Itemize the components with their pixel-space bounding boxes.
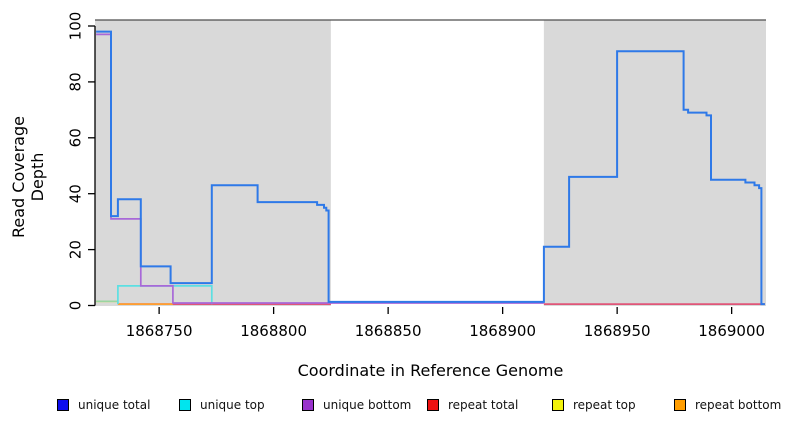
legend-item-repeat-bottom: repeat bottom bbox=[674, 396, 781, 414]
legend-swatch-icon bbox=[427, 399, 439, 411]
y-axis-title: Read Coverage Depth bbox=[9, 116, 47, 238]
y-tick-label: 100 bbox=[67, 12, 85, 41]
y-tick-label: 80 bbox=[67, 72, 85, 91]
legend-label: unique top bbox=[200, 398, 265, 412]
x-tick-label: 1868750 bbox=[126, 322, 193, 340]
legend-item-repeat-total: repeat total bbox=[427, 396, 518, 414]
x-tick-label: 1868950 bbox=[584, 322, 651, 340]
legend-item-unique-bottom: unique bottom bbox=[302, 396, 411, 414]
legend-label: unique bottom bbox=[323, 398, 412, 412]
legend-item-repeat-top: repeat top bbox=[552, 396, 636, 414]
legend-item-unique-top: unique top bbox=[179, 396, 265, 414]
legend-swatch-icon bbox=[302, 399, 314, 411]
x-axis-title: Coordinate in Reference Genome bbox=[297, 361, 564, 380]
y-tick-label: 20 bbox=[67, 240, 85, 259]
x-tick-label: 1869000 bbox=[698, 322, 765, 340]
legend-swatch-icon bbox=[674, 399, 686, 411]
legend-swatch-icon bbox=[179, 399, 191, 411]
legend-swatch-icon bbox=[552, 399, 564, 411]
legend-item-unique-total: unique total bbox=[57, 396, 150, 414]
shaded-region bbox=[543, 20, 766, 306]
y-tick-label: 60 bbox=[67, 128, 85, 147]
x-tick-label: 1868900 bbox=[469, 322, 536, 340]
legend-swatch-icon bbox=[57, 399, 69, 411]
legend-label: unique total bbox=[78, 398, 151, 412]
x-tick-label: 1868800 bbox=[240, 322, 307, 340]
legend: unique total unique top unique bottom repea… bbox=[0, 396, 792, 416]
legend-label: repeat bottom bbox=[695, 398, 782, 412]
y-tick-label: 0 bbox=[67, 301, 85, 311]
shaded-region bbox=[95, 20, 331, 306]
series-unique-total bbox=[96, 30, 765, 306]
legend-label: repeat total bbox=[448, 398, 519, 412]
y-tick-label: 40 bbox=[67, 184, 85, 203]
legend-label: repeat top bbox=[573, 398, 636, 412]
x-tick-label: 1868850 bbox=[355, 322, 422, 340]
